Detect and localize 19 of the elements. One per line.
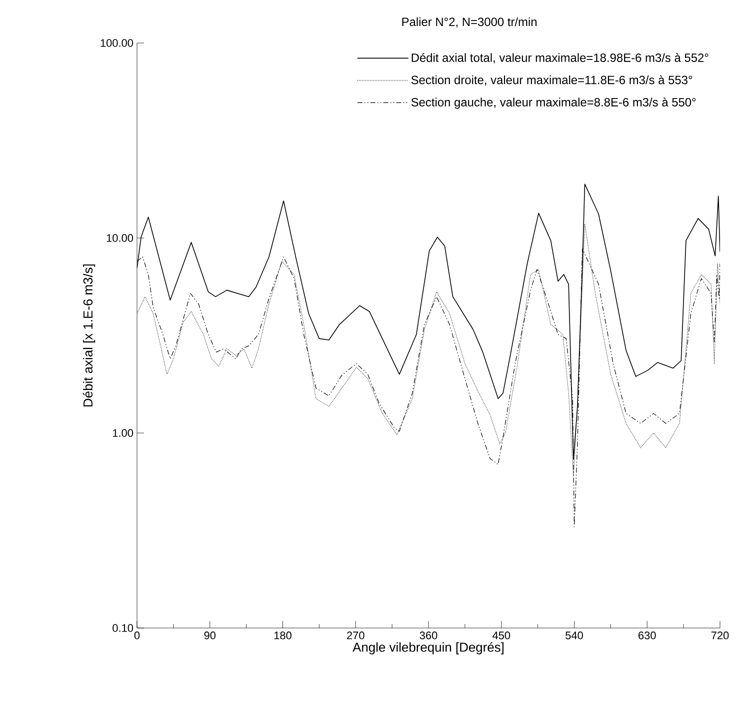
y-tick-label: 10.00 — [106, 234, 134, 242]
x-tick-label: 630 — [638, 632, 656, 640]
x-tick-label: 270 — [347, 632, 364, 640]
x-tick-label: 540 — [566, 632, 583, 640]
x-tick-label: 0 — [134, 632, 140, 640]
x-tick-label: 180 — [274, 632, 292, 640]
y-tick-label: 100.00 — [100, 39, 134, 47]
x-tick-label: 90 — [204, 632, 216, 640]
x-tick-label: 360 — [420, 632, 438, 640]
legend-label: Section droite, valeur maximale=11.8E-6 m3/s à 553° — [411, 75, 692, 86]
x-tick-label: 450 — [492, 632, 510, 640]
chart-title: Palier N°2, N=3000 tr/min — [402, 17, 537, 28]
y-tick-label: 1.00 — [112, 429, 134, 437]
x-axis-title: Angle vilebrequin [Degrés] — [352, 642, 504, 654]
legend-label: Dédit axial total, valeur maximale=18.98E-6 m3/s à 552° — [412, 53, 708, 64]
legend-label: Section gauche, valeur maximale=8.8E-6 m3/s à 550° — [411, 98, 696, 109]
y-axis-title: Débit axial [x 1.E-6 m3/s] — [82, 264, 96, 406]
y-tick-label: 0.10 — [112, 624, 134, 632]
x-tick-label: 720 — [711, 632, 729, 640]
